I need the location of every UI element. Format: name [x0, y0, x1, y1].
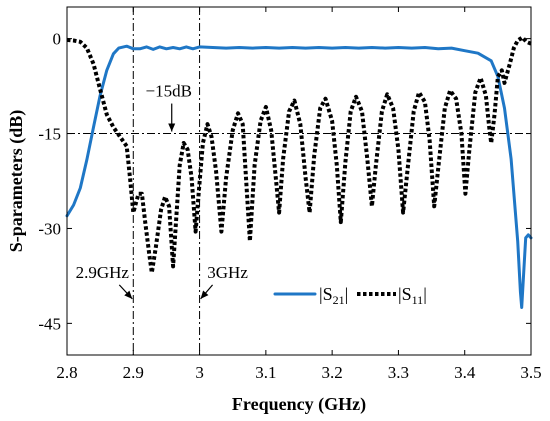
y-axis-title: S-parameters (dB): [6, 110, 27, 252]
annotation-minus15db-arrow-head: [168, 123, 176, 132]
x-tick-label: 3.5: [520, 363, 541, 382]
x-axis-ticks: 2.8 2.9 3 3.1 3.2 3.3 3.4 3.5: [56, 7, 542, 382]
x-tick-label: 3: [195, 363, 204, 382]
series-s21-line: [65, 44, 533, 309]
annotation-layer: −15dB 2.9GHz 3GHz: [76, 82, 248, 300]
legend: |S21| |S11|: [273, 284, 427, 307]
y-tick-label: 0: [53, 30, 62, 49]
reference-lines: [67, 7, 531, 355]
annotation-3ghz: 3GHz: [207, 263, 248, 282]
x-tick-label: 3.1: [255, 363, 276, 382]
y-tick-label: -15: [38, 125, 61, 144]
x-tick-label: 3.4: [454, 363, 476, 382]
annotation-2-9ghz: 2.9GHz: [76, 263, 130, 282]
y-tick-label: -30: [38, 219, 61, 238]
series-s11-line: [66, 35, 532, 275]
x-axis-title: Frequency (GHz): [232, 394, 366, 415]
legend-s11-label: |S11|: [398, 284, 427, 307]
legend-s21-label: |S21|: [319, 284, 348, 307]
series-layer: [65, 35, 533, 309]
annotation-minus15db: −15dB: [146, 82, 192, 101]
x-tick-label: 3.2: [322, 363, 343, 382]
annotation-3ghz-arrow-head: [200, 290, 209, 299]
annotation-2-9ghz-arrow-head: [124, 290, 133, 299]
x-tick-label: 2.8: [56, 363, 77, 382]
y-axis-ticks: 0 -15 -30 -45: [38, 30, 531, 333]
x-tick-label: 2.9: [123, 363, 144, 382]
y-tick-label: -45: [38, 314, 61, 333]
x-tick-label: 3.3: [388, 363, 409, 382]
plot-frame: [66, 6, 532, 356]
